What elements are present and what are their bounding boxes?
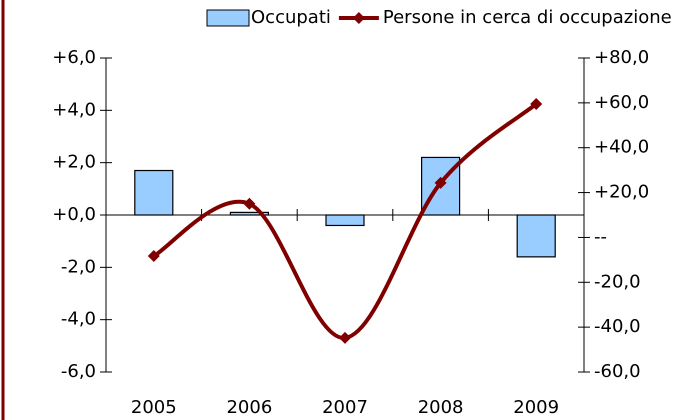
marker [147, 250, 160, 263]
bar [325, 214, 365, 227]
bar [516, 214, 556, 258]
y-tick-label: +4,0 [52, 99, 96, 120]
x-tick-label: 2007 [322, 397, 368, 418]
marker [434, 176, 447, 189]
y-tick-label: +6,0 [52, 47, 96, 68]
y2-tick-label: -60,0 [594, 361, 641, 382]
x-tick-label: 2005 [131, 397, 177, 418]
y2-tick-label: -40,0 [594, 316, 641, 337]
legend-swatch [206, 9, 250, 27]
y-tick-label: -2,0 [61, 256, 96, 277]
marker [339, 331, 351, 344]
y2-tick-label: -- [594, 226, 607, 247]
x-tick-label: 2009 [513, 397, 559, 418]
marker [530, 97, 543, 110]
y-tick-label: +0,0 [52, 204, 96, 225]
y2-tick-label: -20,0 [594, 271, 641, 292]
bar [134, 169, 174, 216]
y-tick-label: -6,0 [61, 361, 96, 382]
x-tick-label: 2008 [418, 397, 464, 418]
y-tick-label: +2,0 [52, 152, 96, 173]
y2-tick-label: +60,0 [594, 92, 649, 113]
x-tick-label: 2006 [226, 397, 272, 418]
bar [229, 211, 269, 216]
y2-tick-label: +80,0 [594, 47, 649, 68]
legend-label: Occupati [251, 7, 331, 28]
marker [243, 197, 256, 210]
legend-label: Persone in cerca di occupazione [383, 7, 672, 28]
y2-tick-label: +40,0 [594, 137, 649, 158]
legend-marker [352, 12, 365, 24]
y2-tick-label: +20,0 [594, 182, 649, 203]
y-tick-label: -4,0 [61, 309, 96, 330]
